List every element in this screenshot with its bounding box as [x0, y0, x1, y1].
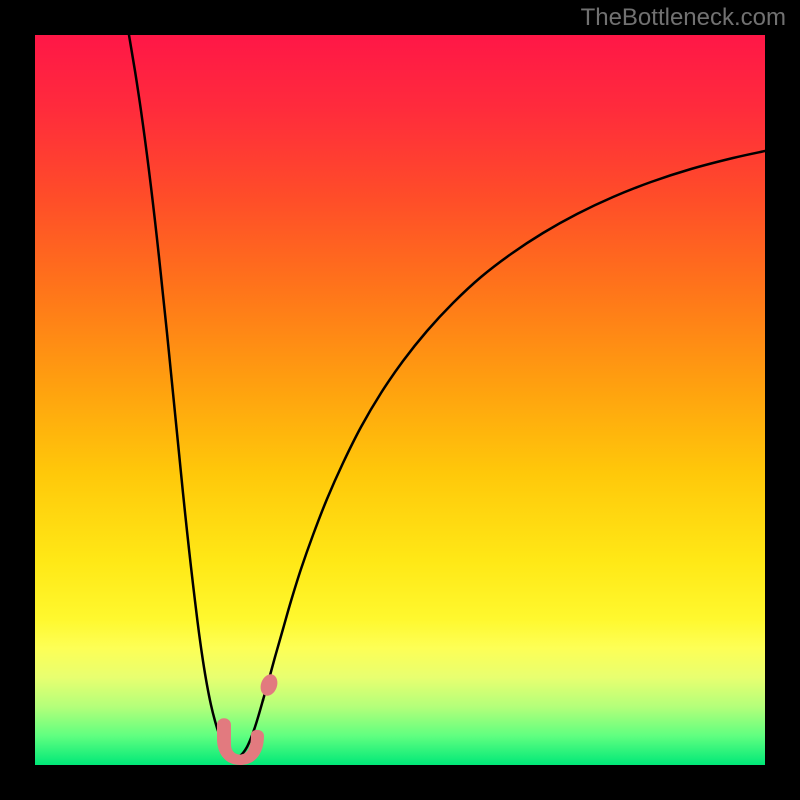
- bottleneck-chart: [0, 0, 800, 800]
- watermark-label: TheBottleneck.com: [581, 4, 786, 32]
